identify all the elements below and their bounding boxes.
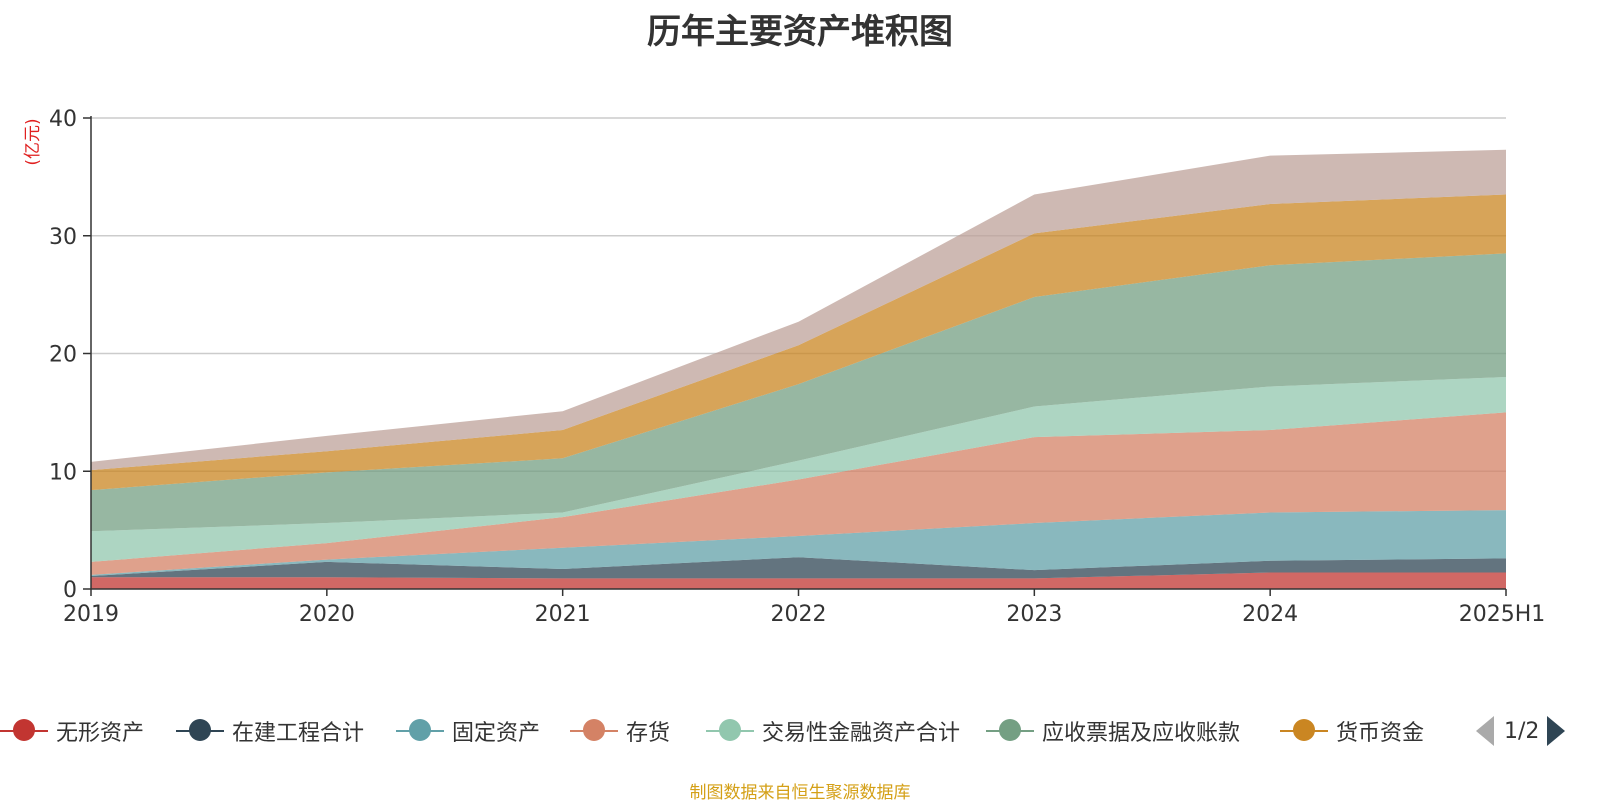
y-tick-label: 40 [49,107,77,132]
legend-item[interactable]: 存货 [570,716,670,746]
legend-label: 货币资金 [1336,721,1425,746]
legend-item[interactable]: 应收票据及应收账款 [986,716,1240,746]
legend-page-indicator: 1/2 [1504,718,1540,744]
legend-marker-icon [1280,718,1328,744]
legend-label: 无形资产 [56,721,145,746]
area-series-0 [91,572,1506,589]
chart-title: 历年主要资产堆积图 [647,12,953,52]
legend-marker-icon [706,718,754,744]
y-tick-label: 10 [49,460,77,485]
y-tick-label: 0 [63,578,77,603]
legend-label: 固定资产 [452,721,541,746]
area-series-2 [91,510,1506,577]
x-tick-label: 2024 [1242,602,1298,627]
area-layer [91,149,1506,589]
legend-label: 交易性金融资产合计 [762,721,961,746]
legend-prev-arrow-icon[interactable] [1476,716,1494,746]
area-series-4 [91,377,1506,562]
legend-item[interactable]: 固定资产 [396,716,540,746]
x-tick-label: 2022 [771,602,827,627]
legend-next-arrow-icon[interactable] [1547,716,1566,746]
legend-label: 在建工程合计 [232,721,365,746]
legend-marker-icon [986,718,1034,744]
y-tick-label: 20 [49,343,77,368]
area-series-5 [91,253,1506,532]
y-tick-label: 30 [49,225,77,250]
legend-item[interactable]: 交易性金融资产合计 [706,716,960,746]
x-tick-label: 2019 [63,602,119,627]
x-tick-label: 2023 [1006,602,1062,627]
area-series-3 [91,412,1506,575]
y-axis-label: (亿元) [23,118,43,165]
x-tick-label: 2020 [299,602,355,627]
area-series-7 [91,149,1506,471]
legend-item[interactable]: 无形资产 [0,716,144,746]
legend-marker-icon [176,718,224,744]
area-series-1 [91,557,1506,579]
legend-marker-icon [570,718,618,744]
legend-item[interactable]: 在建工程合计 [176,716,364,746]
x-tick-label: 2021 [535,602,591,627]
legend-label: 应收票据及应收账款 [1042,721,1241,746]
data-source-note: 制图数据来自恒生聚源数据库 [689,783,911,803]
x-tick-label: 2025H1 [1459,602,1546,627]
legend-label: 存货 [626,721,671,746]
area-series-6 [91,194,1506,491]
legend-item[interactable]: 货币资金 [1280,716,1424,746]
legend-pager: 1/2 [1476,716,1566,746]
legend-marker-icon [396,718,444,744]
axis-layer: 0 10 20 30 40 2019 2020 2021 2022 2023 2024 2025H1 [49,107,1545,627]
legend-marker-icon [0,718,48,744]
